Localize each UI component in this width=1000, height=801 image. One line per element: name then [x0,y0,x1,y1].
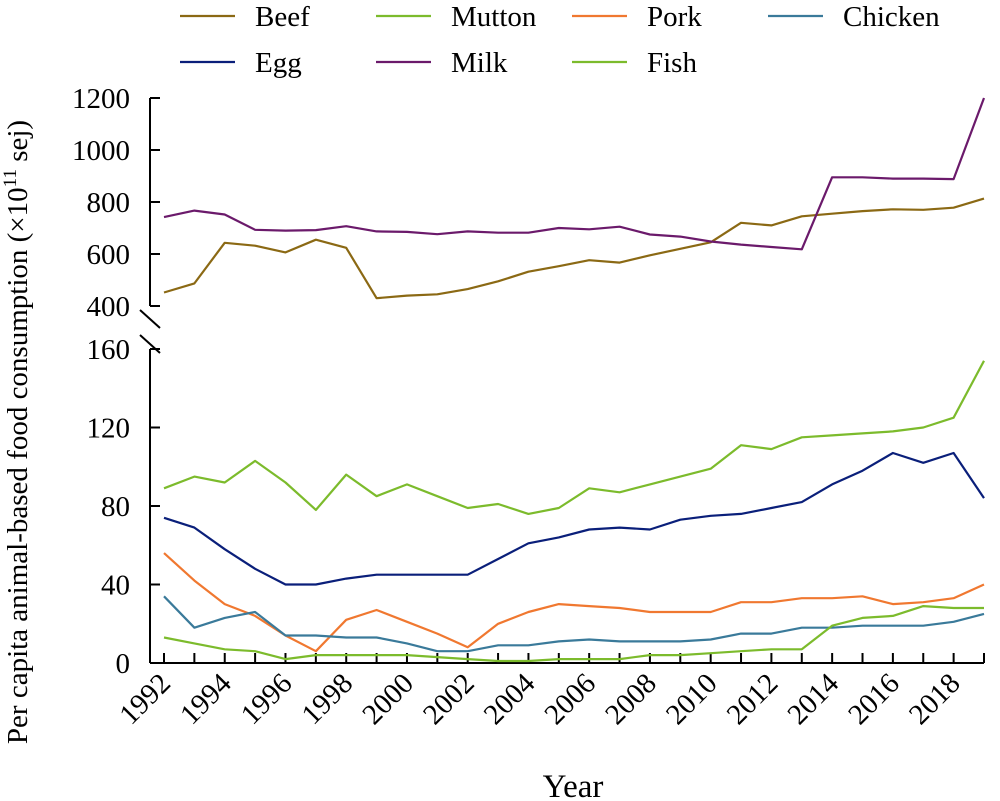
y-axis-label-main: Per capita animal-based food consumption… [2,187,34,744]
upper-y-tick-label: 800 [87,187,131,219]
legend-item-pork: Pork [572,1,702,33]
series-line-egg [163,451,985,586]
x-tick-label: 1994 [174,667,238,731]
x-tick-label: 2006 [538,667,602,731]
upper-y-tick-label: 1000 [72,135,130,167]
legend-item-chicken: Chicken [768,1,940,33]
legend-label: Mutton [451,1,537,33]
series-line-mutton [163,360,985,516]
series-line-pork [163,552,985,653]
lower-y-tick-label: 0 [116,648,131,680]
lower-panel: 0 40 80 120 160 [87,309,161,680]
series-line-milk [163,97,986,251]
lower-y-tick-label: 40 [101,570,130,602]
legend-label: Chicken [843,1,940,33]
series-line-chicken [163,595,985,653]
x-tick-label: 2014 [781,667,845,731]
x-tick-label: 2008 [599,667,663,731]
x-tick-label: 2018 [903,667,967,731]
x-axis-label: Year [543,769,604,801]
upper-panel: 400 600 800 1000 1200 [72,83,160,323]
legend-label: Pork [647,1,702,33]
lower-y-tick-label: 120 [87,413,131,445]
lower-y-tick-label: 160 [87,334,131,366]
x-axis: 1992199419961998200020022004200620082010… [113,653,985,731]
x-tick-label: 2016 [842,667,906,731]
series-line-beef [163,197,985,300]
legend: Beef Mutton Pork Chicken Egg Milk Fish [180,1,940,79]
y-axis-label: Per capita animal-based food consumption… [0,120,34,744]
x-tick-label: 2000 [356,667,420,731]
x-tick-label: 2010 [660,667,724,731]
x-tick-label: 2002 [417,667,481,731]
legend-item-fish: Fish [572,47,697,79]
legend-item-mutton: Mutton [376,1,537,33]
legend-label: Fish [647,47,697,79]
upper-y-tick-label: 600 [87,239,131,271]
y-axis-label-unit: sej) [2,120,34,169]
x-tick-label: 2004 [478,667,542,731]
axis-break-mark [139,309,161,329]
x-tick-label: 1996 [235,667,299,731]
series-group [163,97,986,663]
x-tick-label: 2012 [721,667,785,731]
y-axis-label-superscript: 11 [0,169,21,187]
legend-label: Milk [451,47,508,79]
upper-y-tick-label: 400 [87,291,131,323]
legend-item-beef: Beef [180,1,310,33]
upper-y-tick-label: 1200 [72,83,130,115]
legend-item-egg: Egg [180,47,302,79]
legend-item-milk: Milk [376,47,508,79]
lower-y-tick-label: 80 [101,491,130,523]
axis-break-mark [139,334,161,354]
series-line-fish [163,604,984,663]
x-tick-label: 1998 [296,667,360,731]
legend-label: Beef [255,1,310,33]
legend-label: Egg [255,47,302,79]
